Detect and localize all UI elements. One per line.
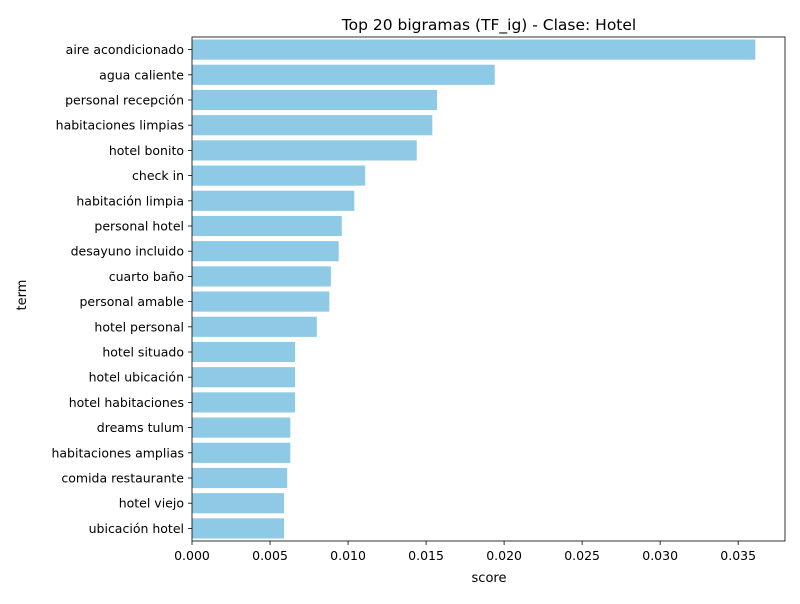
y-tick-label: cuarto baño bbox=[109, 269, 184, 284]
y-tick-label: agua caliente bbox=[99, 67, 184, 82]
bar bbox=[192, 518, 285, 539]
x-axis-title: score bbox=[472, 571, 507, 586]
x-axis: 0.000 0.005 0.010 0.015 0.020 0.025 0.030 0.035 bbox=[174, 36, 786, 563]
y-tick-label: comida restaurante bbox=[61, 471, 184, 486]
x-tick-label: 0.020 bbox=[486, 548, 522, 563]
bar bbox=[192, 417, 291, 438]
y-tick-label: habitaciones amplias bbox=[51, 445, 184, 460]
y-tick-label: hotel habitaciones bbox=[69, 395, 184, 410]
y-tick-label: personal recepción bbox=[65, 93, 184, 108]
bar bbox=[192, 39, 756, 60]
bar bbox=[192, 392, 295, 413]
y-tick-label: dreams tulum bbox=[97, 420, 184, 435]
bar bbox=[192, 316, 317, 337]
bar bbox=[192, 190, 355, 211]
bars-layer bbox=[192, 39, 756, 539]
y-tick-label: habitación limpia bbox=[76, 193, 184, 208]
bar bbox=[192, 266, 331, 287]
x-tick-label: 0.025 bbox=[564, 548, 600, 563]
y-tick-label: hotel personal bbox=[94, 319, 184, 334]
y-tick-label: aire acondicionado bbox=[66, 42, 184, 57]
bar bbox=[192, 442, 291, 463]
x-tick-label: 0.005 bbox=[252, 548, 288, 563]
bar bbox=[192, 89, 438, 111]
bar bbox=[192, 140, 417, 161]
bar bbox=[192, 64, 495, 85]
bar bbox=[192, 493, 285, 514]
y-tick-label: hotel ubicación bbox=[89, 370, 184, 385]
bar bbox=[192, 241, 339, 262]
x-tick-label: 0.035 bbox=[720, 548, 756, 563]
y-tick-label: habitaciones limpias bbox=[56, 118, 184, 133]
bar bbox=[192, 367, 295, 388]
bar bbox=[192, 215, 342, 237]
y-axis: aire acondicionado agua caliente personal … bbox=[51, 42, 192, 536]
plot-frame bbox=[191, 36, 786, 542]
bar bbox=[192, 467, 288, 489]
x-tick-label: 0.000 bbox=[174, 548, 210, 563]
x-tick-label: 0.010 bbox=[330, 548, 366, 563]
y-tick-label: personal amable bbox=[79, 294, 184, 309]
y-tick-label: personal hotel bbox=[94, 219, 184, 234]
bar bbox=[192, 165, 366, 186]
y-tick-label: check in bbox=[132, 168, 184, 183]
x-tick-label: 0.030 bbox=[642, 548, 678, 563]
y-tick-label: hotel bonito bbox=[109, 143, 184, 158]
bar bbox=[192, 341, 295, 363]
y-tick-label: ubicación hotel bbox=[89, 521, 184, 536]
y-tick-label: hotel viejo bbox=[119, 496, 184, 511]
y-tick-label: desayuno incluido bbox=[71, 244, 184, 259]
chart-title: Top 20 bigramas (TF_ig) - Clase: Hotel bbox=[341, 16, 636, 35]
x-tick-label: 0.015 bbox=[408, 548, 444, 563]
y-tick-label: hotel situado bbox=[102, 345, 184, 360]
y-axis-title: term bbox=[15, 280, 30, 311]
bar bbox=[192, 115, 433, 136]
bar bbox=[192, 291, 330, 312]
